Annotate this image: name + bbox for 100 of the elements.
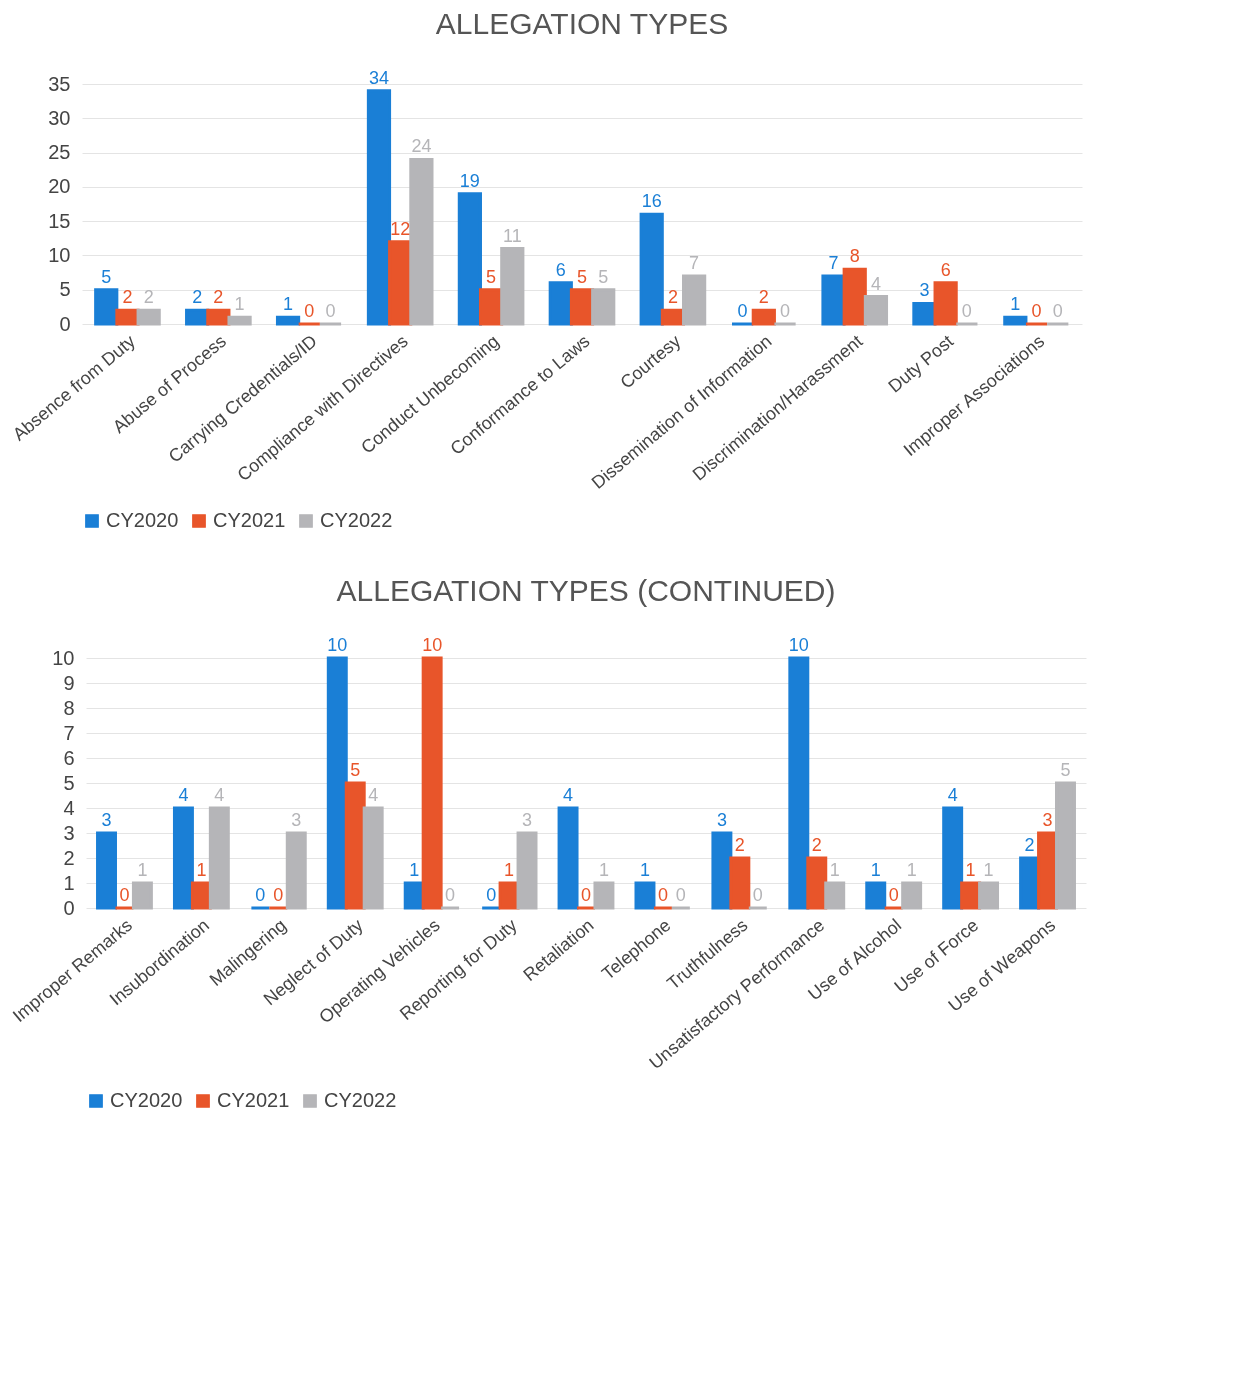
bar [96, 831, 117, 910]
bar [172, 806, 194, 910]
bar [366, 89, 392, 326]
y-tick-label: 30 [48, 106, 71, 129]
bar [115, 308, 140, 326]
legend-label: CY2020 [110, 1089, 183, 1111]
bar [788, 656, 810, 910]
data-label: 34 [368, 67, 389, 88]
bar [634, 881, 656, 910]
data-label: 0 [675, 885, 686, 905]
bar [136, 308, 161, 326]
data-label: 6 [555, 259, 566, 280]
data-label: 5 [1060, 760, 1071, 780]
y-tick-label: 3 [63, 821, 75, 844]
data-label: 2 [667, 287, 678, 308]
data-label: 0 [1031, 301, 1042, 321]
y-tick-label: 5 [63, 771, 75, 794]
data-label: 7 [828, 253, 839, 273]
data-label: 3 [1042, 810, 1053, 830]
chart-title: ALLEGATION TYPES (CONTINUED) [336, 574, 836, 607]
data-label: 2 [213, 287, 224, 308]
data-label: 0 [657, 885, 668, 905]
y-tick-label: 4 [63, 796, 75, 819]
y-tick-label: 6 [63, 746, 75, 769]
bar [942, 806, 964, 910]
data-label: 0 [255, 885, 266, 905]
data-label: 2 [811, 835, 822, 855]
y-tick-label: 0 [59, 312, 71, 335]
bar [865, 881, 887, 910]
bar [933, 281, 958, 326]
bar [729, 856, 751, 910]
data-label: 6 [940, 259, 951, 280]
data-label: 3 [101, 810, 112, 830]
y-tick-label: 10 [48, 243, 71, 266]
bar [409, 157, 434, 326]
data-label: 5 [350, 760, 361, 780]
legend-label: CY2022 [320, 509, 393, 531]
data-label: 0 [737, 301, 748, 321]
data-label: 16 [641, 191, 662, 212]
data-label: 2 [143, 287, 154, 308]
bar [227, 315, 252, 326]
data-label: 3 [716, 810, 727, 830]
y-tick-label: 7 [63, 721, 75, 744]
data-label: 5 [101, 266, 112, 287]
data-label: 1 [829, 860, 840, 880]
bar [912, 301, 937, 326]
data-label: 10 [422, 635, 443, 655]
bar [208, 806, 230, 910]
bar [206, 308, 231, 326]
data-label: 5 [576, 266, 588, 287]
data-label: 0 [304, 301, 315, 321]
chart-title: ALLEGATION TYPES [435, 6, 729, 40]
data-label: 1 [1010, 294, 1021, 315]
data-label: 4 [214, 785, 225, 805]
data-label: 12 [390, 218, 411, 239]
bar [842, 267, 867, 326]
data-label: 0 [1052, 301, 1063, 321]
data-label: 1 [598, 860, 609, 880]
y-tick-label: 35 [48, 72, 71, 95]
data-label: 19 [459, 170, 480, 191]
data-label: 1 [196, 860, 207, 880]
data-label: 1 [639, 860, 650, 880]
data-label: 3 [919, 280, 930, 301]
data-label: 8 [849, 246, 860, 267]
data-label: 1 [870, 860, 881, 880]
data-label: 1 [504, 860, 515, 880]
bar [500, 247, 525, 326]
data-label: 0 [445, 885, 456, 905]
data-label: 0 [752, 885, 763, 905]
data-label: 5 [486, 266, 497, 287]
data-label: 0 [961, 301, 972, 321]
legend-label: CY2020 [106, 509, 179, 531]
bar [457, 192, 482, 326]
data-label: 11 [502, 225, 522, 246]
bar [326, 656, 348, 910]
data-label: 4 [870, 273, 881, 294]
data-label: 4 [947, 785, 958, 805]
bar [131, 881, 153, 910]
data-label: 10 [788, 635, 809, 655]
bar [682, 274, 707, 326]
bar [362, 806, 384, 910]
bar [285, 831, 307, 910]
bar [824, 881, 846, 910]
y-tick-label: 1 [63, 871, 75, 894]
data-label: 4 [368, 785, 379, 805]
data-label: 7 [689, 253, 700, 273]
data-label: 0 [486, 885, 497, 905]
bar [901, 881, 923, 910]
bar [593, 881, 615, 910]
bar [639, 212, 664, 326]
data-label: 1 [906, 860, 917, 880]
bar [557, 806, 579, 910]
data-label: 2 [758, 287, 769, 308]
data-label: 2 [122, 287, 133, 308]
data-label: 0 [580, 885, 592, 905]
data-label: 3 [522, 810, 533, 830]
y-tick-label: 10 [52, 646, 75, 669]
data-label: 10 [327, 635, 348, 655]
y-tick-label: 2 [63, 846, 75, 869]
bar [751, 308, 776, 326]
